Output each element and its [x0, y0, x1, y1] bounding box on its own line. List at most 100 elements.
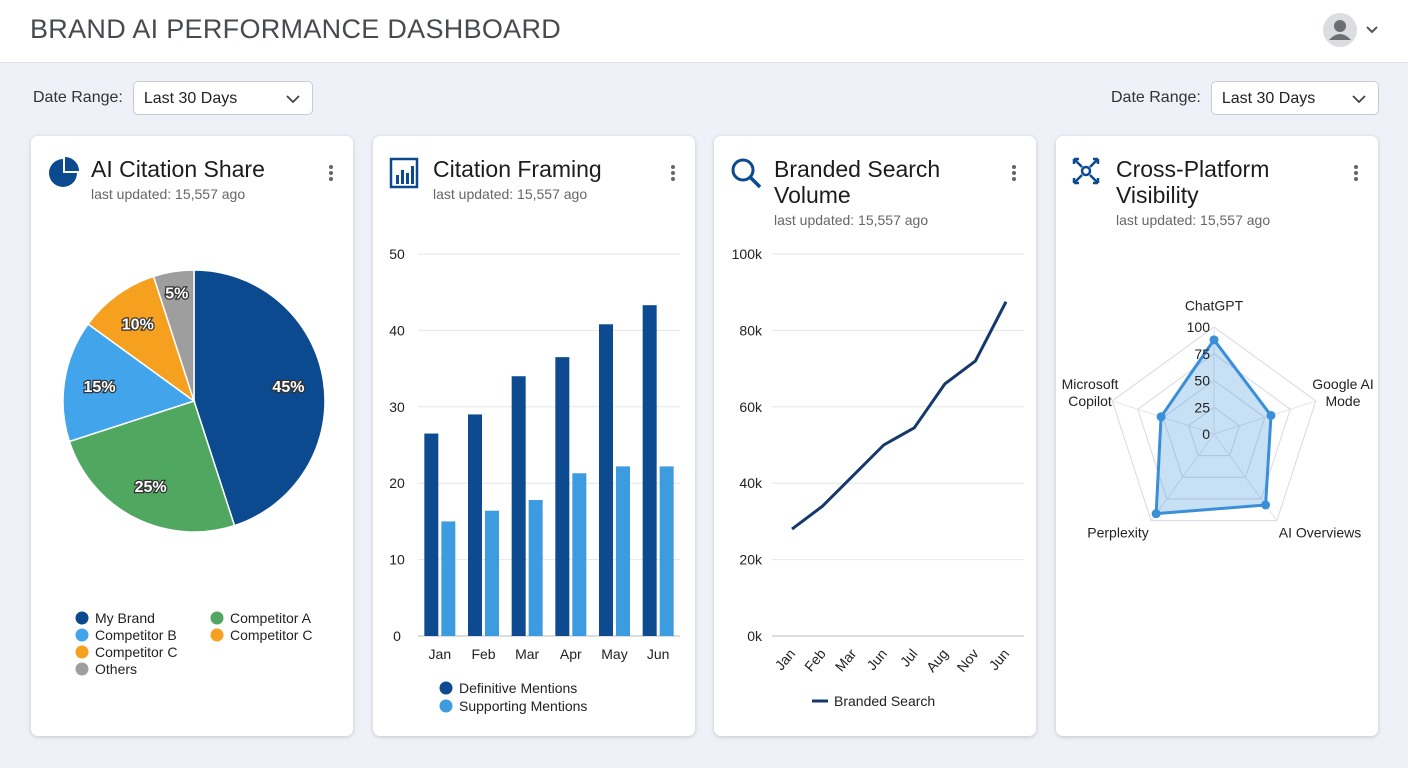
bar: [642, 305, 657, 636]
y-tick-label: 20k: [739, 552, 763, 568]
card-menu[interactable]: [1010, 164, 1018, 184]
x-tick-label: Feb: [471, 646, 495, 662]
pie-slice: [68, 400, 236, 533]
legend-label: Competitor C: [230, 627, 312, 643]
filter-label: Date Range:: [33, 89, 123, 106]
chart: 0 25 50 75 100: [1111, 319, 1317, 522]
filter-label: Date Range:: [1111, 89, 1201, 106]
r-tick-label: 100: [1187, 319, 1211, 335]
axis-label: AI Overviews: [1278, 524, 1362, 541]
y-tick-label: 0: [393, 628, 401, 644]
pie-slice: [86, 275, 196, 403]
card-title: Citation Framing last updated: 15,557 ago: [433, 156, 648, 204]
header: BRAND AI PERFORMANCE DASHBOARD: [0, 0, 1408, 63]
card: 0k 20k 40k 60k 80k 100k Jan Feb Mar Jun Jul Aug Nov J…: [714, 136, 1036, 736]
slice-label: 45%: [272, 379, 304, 396]
x-tick-label: Mar: [515, 646, 539, 662]
axis-label: Perplexity: [1087, 524, 1149, 541]
x-tick-label: Aug: [923, 646, 951, 675]
select-value: Last 30 Days: [143, 90, 238, 107]
legend-swatch: [439, 681, 453, 695]
date-select[interactable]: Last 30 Days: [1210, 81, 1379, 115]
radar-point: [1266, 410, 1276, 420]
card-menu[interactable]: [327, 164, 335, 184]
y-tick-label: 100k: [732, 246, 763, 262]
slice-label: 5%: [165, 285, 188, 302]
bar: [441, 521, 456, 636]
legend-swatch: [75, 662, 89, 676]
radar-point: [1151, 509, 1161, 519]
legend-swatch: [75, 645, 89, 659]
line: [791, 301, 1008, 531]
axis-label: Google AI Mode: [1312, 376, 1374, 409]
r-tick-label: 50: [1194, 373, 1210, 389]
spoke: [1213, 400, 1316, 435]
search-icon: [731, 158, 762, 189]
bar-icon: [389, 157, 419, 189]
legend-label: Competitor C: [95, 644, 177, 660]
r-tick-label: 75: [1194, 346, 1210, 362]
y-tick-label: 30: [389, 399, 405, 415]
page-title: BRAND AI PERFORMANCE DASHBOARD: [30, 14, 562, 44]
r-tick-label: 25: [1194, 399, 1210, 415]
user-menu[interactable]: [1322, 12, 1382, 48]
legend-swatch: [75, 611, 89, 625]
chevron: [286, 95, 300, 104]
chart: 45%25%15%10%5%My Brand Competitor ACompet…: [62, 269, 326, 677]
spoke: [1150, 433, 1215, 521]
x-tick-label: Jun: [863, 646, 890, 674]
x-tick-label: Jan: [772, 646, 799, 674]
card-title: Branded Search Volume last updated: 15,55…: [774, 156, 989, 230]
pie-icon: [49, 157, 79, 187]
card-menu[interactable]: [1352, 164, 1360, 184]
y-tick-label: 10: [389, 552, 405, 568]
filter: Date Range: Last 30 Days: [1111, 80, 1379, 116]
date-select[interactable]: Last 30 Days: [132, 81, 313, 115]
y-tick-label: 0k: [747, 628, 763, 644]
y-tick-label: 40k: [739, 475, 763, 491]
bar: [485, 510, 499, 636]
legend-label: Supporting Mentions: [459, 698, 587, 714]
pie-slice: [62, 322, 196, 443]
network-icon: [1072, 157, 1100, 185]
pie-slice: [152, 269, 195, 402]
title-text: AI Citation Share: [91, 156, 265, 182]
x-tick-label: Feb: [801, 645, 829, 674]
legend-swatch: [439, 699, 453, 713]
radar-point: [1261, 500, 1271, 510]
card-title: Cross-Platform Visibility last updated: 1…: [1116, 156, 1331, 230]
bar: [572, 473, 587, 636]
bar: [599, 324, 613, 636]
slice-label: 10%: [122, 317, 154, 334]
card-subtitle: last updated: 15,557 ago: [91, 186, 246, 202]
pie-slice: [193, 269, 326, 527]
x-tick-label: Nov: [953, 646, 981, 675]
grid-ring: [1111, 326, 1317, 522]
legend-label: Definitive Mentions: [459, 680, 577, 696]
legend-swatch: [75, 628, 89, 642]
x-tick-label: Apr: [560, 646, 582, 662]
y-tick-label: 40: [389, 322, 405, 338]
x-tick-label: Jun: [647, 646, 670, 662]
legend-label: Competitor B: [95, 627, 177, 643]
chevron: [1352, 95, 1366, 104]
bar: [616, 466, 630, 636]
grid-ring: [1137, 353, 1291, 500]
bar: [424, 433, 439, 636]
bar: [468, 414, 482, 636]
card-menu[interactable]: [669, 164, 677, 184]
card-subtitle: last updated: 15,557 ago: [774, 212, 929, 228]
slice-label: 25%: [135, 479, 167, 496]
y-tick-label: 60k: [739, 399, 763, 415]
legend-label: Competitor A: [230, 610, 312, 626]
grid-ring: [1162, 379, 1266, 478]
legend-swatch: [210, 628, 224, 642]
title-text: Branded Search Volume: [774, 156, 941, 208]
y-tick-label: 80k: [739, 322, 763, 338]
x-tick-label: Jan: [429, 646, 452, 662]
select-value: Last 30 Days: [1221, 90, 1316, 107]
axis-label: ChatGPT: [1184, 297, 1244, 314]
bar: [659, 466, 674, 636]
filter: Date Range: Last 30 Days: [33, 80, 313, 116]
